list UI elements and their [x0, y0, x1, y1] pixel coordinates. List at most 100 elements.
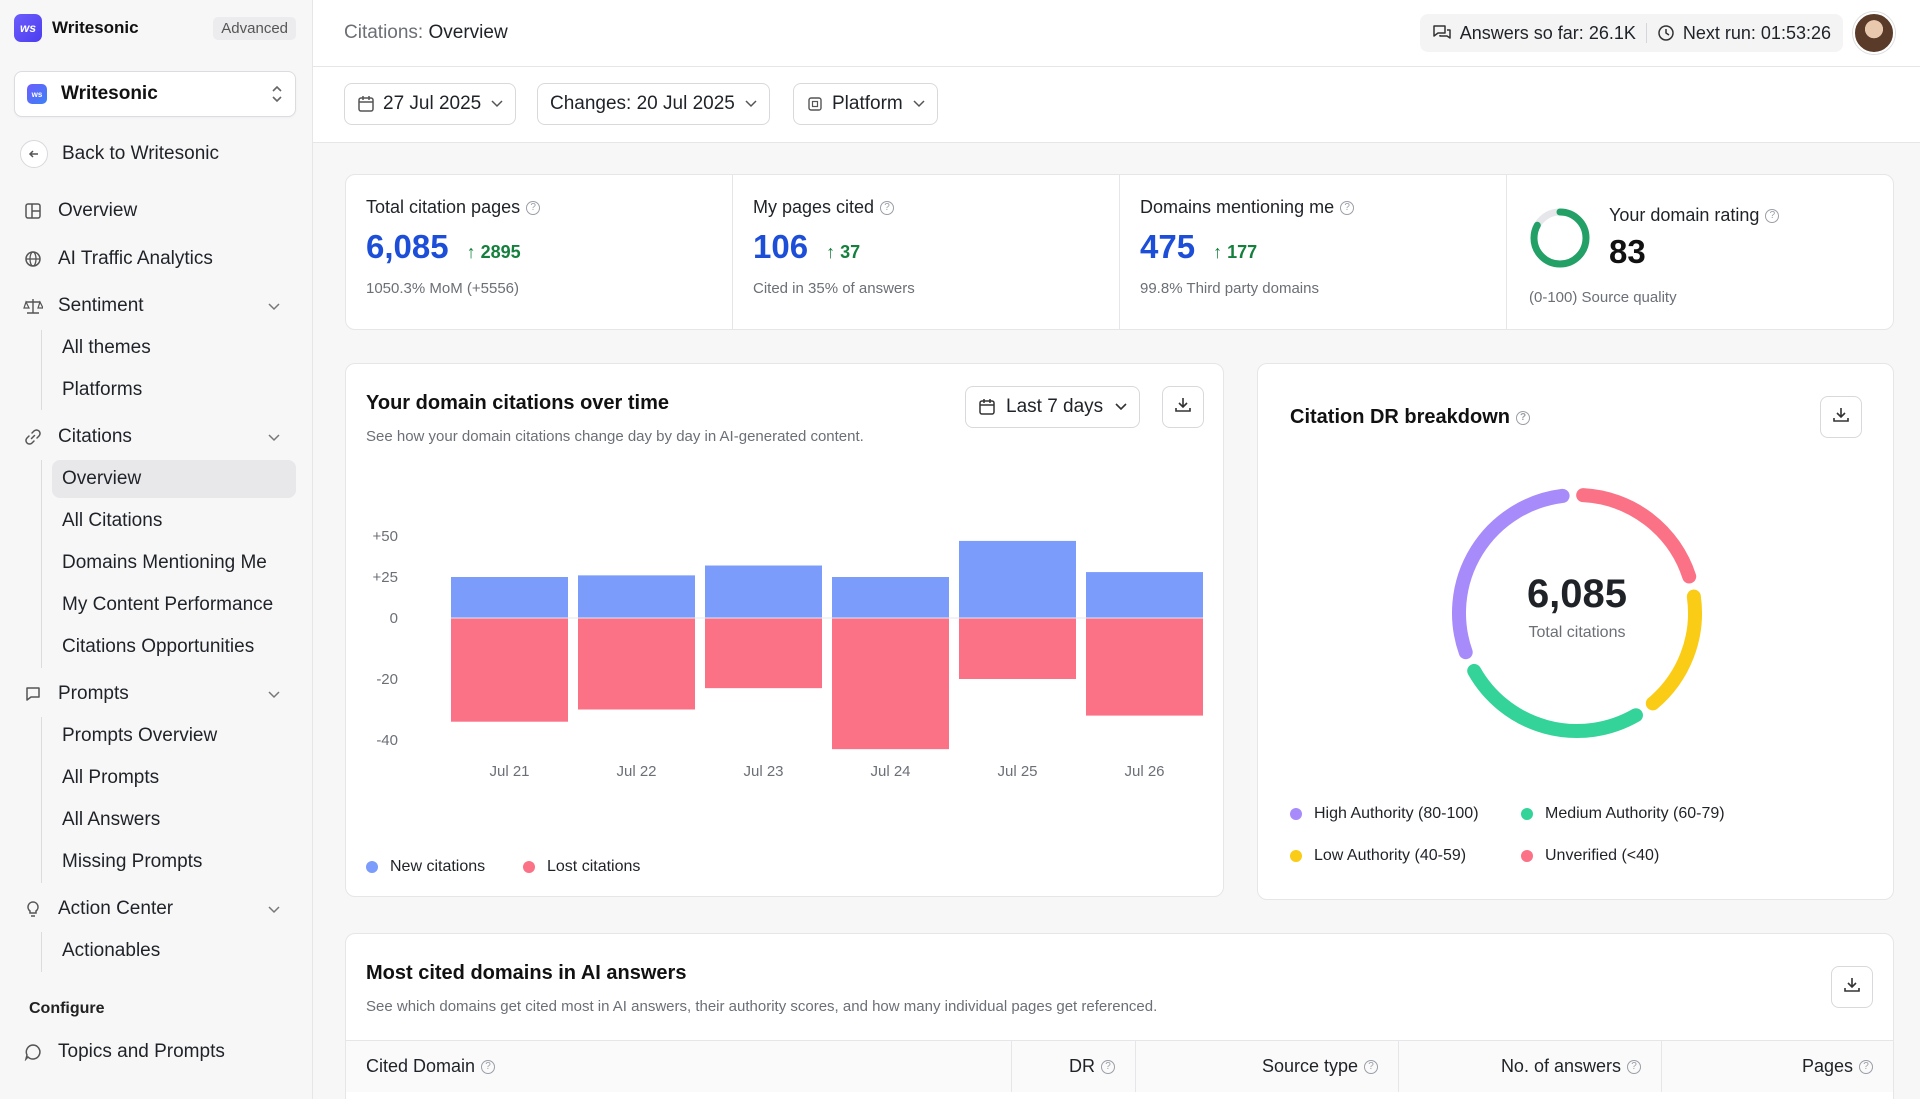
sidebar-item-overview[interactable]: Overview [20, 192, 296, 230]
legend-label: High Authority (80-100) [1314, 805, 1479, 822]
column-header-source-type[interactable]: Source type? [1136, 1041, 1399, 1092]
bar-new-citations[interactable] [578, 575, 695, 618]
help-icon[interactable]: ? [1765, 208, 1780, 223]
citations-bar-chart: +50 +25 0 -20 -40 Jul 21 Jul 22 Jul 23 Jul 24 Jul… [373, 528, 1203, 780]
download-button[interactable] [1162, 386, 1204, 428]
sidebar-item-content-performance[interactable]: My Content Performance [52, 586, 296, 624]
bar-new-citations[interactable] [451, 577, 568, 618]
bar-lost-citations[interactable] [832, 618, 949, 750]
donut-slice[interactable] [1576, 488, 1697, 584]
donut-slice[interactable] [1452, 488, 1570, 660]
user-avatar[interactable] [1853, 12, 1895, 54]
bar-lost-citations[interactable] [959, 618, 1076, 679]
bar-new-citations[interactable] [959, 540, 1076, 618]
sidebar-item-topics-prompts[interactable]: Topics and Prompts [20, 1033, 296, 1071]
range-select[interactable]: Last 7 days [965, 386, 1141, 428]
date-filter[interactable]: 27 Jul 2025 [344, 83, 517, 125]
legend-label: Low Authority (40-59) [1314, 847, 1467, 864]
donut-center-value: 6,085 [1526, 572, 1628, 616]
bar-lost-citations[interactable] [578, 618, 695, 710]
sidebar-item-label: Topics and Prompts [58, 1041, 225, 1062]
help-icon[interactable]: ? [1859, 1059, 1873, 1074]
changes-filter[interactable]: Changes: 20 Jul 2025 [537, 83, 770, 125]
bar-new-citations[interactable] [832, 577, 949, 618]
subnav-line [41, 932, 42, 972]
platform-filter[interactable]: Platform [793, 83, 938, 125]
sidebar-item-platforms[interactable]: Platforms [52, 371, 296, 409]
back-to-writesonic-link[interactable]: Back to Writesonic [20, 135, 296, 173]
globe-icon [20, 246, 46, 272]
topbar: Citations: Overview Answers so far: 26.1… [313, 0, 1920, 67]
chevron-down-icon [745, 100, 757, 108]
sidebar-item-all-prompts[interactable]: All Prompts [52, 759, 296, 797]
x-tick-label: Jul 25 [997, 763, 1037, 780]
sidebar-item-label: All Citations [62, 510, 163, 531]
card-title-text: Citation DR breakdown [1290, 406, 1511, 428]
donut-slice[interactable] [1645, 589, 1702, 711]
card-subtitle: See which domains get cited most in AI a… [366, 998, 1158, 1015]
sidebar-item-missing-prompts[interactable]: Missing Prompts [52, 843, 296, 881]
legend-dot [1290, 808, 1302, 820]
sidebar-item-all-citations[interactable]: All Citations [52, 502, 296, 540]
download-button[interactable] [1831, 966, 1873, 1008]
column-header-pages[interactable]: Pages? [1662, 1041, 1893, 1092]
sidebar-item-label: Overview [62, 468, 142, 489]
workspace-selector[interactable]: ws Writesonic [14, 71, 296, 117]
stat-title: Domains mentioning me? [1140, 197, 1486, 218]
sidebar-item-label: Sentiment [58, 295, 144, 316]
legend-dot [1290, 850, 1302, 862]
legend-medium-authority: Medium Authority (60-79) [1521, 805, 1725, 823]
help-icon[interactable]: ? [1101, 1059, 1115, 1074]
sidebar-item-prompts[interactable]: Prompts [20, 675, 296, 713]
arrow-up-icon: ↑ [466, 242, 476, 262]
sidebar-item-action-center[interactable]: Action Center [20, 890, 296, 928]
chevron-down-icon [1115, 403, 1127, 411]
help-icon[interactable]: ? [1516, 410, 1531, 425]
breadcrumb-parent[interactable]: Citations: [344, 22, 424, 43]
donut-slice[interactable] [1467, 663, 1643, 738]
bar-new-citations[interactable] [705, 565, 822, 618]
configure-section-label: Configure [29, 1000, 105, 1017]
sidebar-item-all-answers[interactable]: All Answers [52, 801, 296, 839]
help-icon[interactable]: ? [1364, 1059, 1378, 1074]
sidebar-item-actionables[interactable]: Actionables [52, 932, 296, 970]
clock-icon [1657, 24, 1675, 42]
sidebar-item-citations[interactable]: Citations [20, 418, 296, 456]
stat-delta: ↑ 37 [826, 242, 860, 263]
legend-lost-citations: Lost citations [523, 858, 640, 876]
stat-total-citation-pages: Total citation pages? 6,085 ↑ 2895 1050.3… [346, 175, 733, 329]
help-icon[interactable]: ? [880, 200, 895, 215]
legend-label: Medium Authority (60-79) [1545, 805, 1725, 822]
sidebar-item-ai-traffic[interactable]: AI Traffic Analytics [20, 240, 296, 278]
calendar-icon [978, 398, 996, 416]
sidebar-item-citations-opportunities[interactable]: Citations Opportunities [52, 628, 296, 666]
column-header-dr[interactable]: DR? [1012, 1041, 1136, 1092]
stat-title: My pages cited? [753, 197, 1099, 218]
help-icon[interactable]: ? [1627, 1059, 1641, 1074]
column-header-domain[interactable]: Cited Domain? [346, 1041, 1012, 1092]
column-header-answers[interactable]: No. of answers? [1399, 1041, 1662, 1092]
help-icon[interactable]: ? [526, 200, 541, 215]
legend-label: Unverified (<40) [1545, 847, 1660, 864]
sidebar-item-label: Prompts Overview [62, 725, 218, 746]
sidebar-item-sentiment[interactable]: Sentiment [20, 287, 296, 325]
legend-unverified: Unverified (<40) [1521, 847, 1659, 865]
workspace-logo-icon: ws [27, 84, 47, 104]
help-icon[interactable]: ? [1340, 200, 1355, 215]
sidebar-item-domains-mentioning[interactable]: Domains Mentioning Me [52, 544, 296, 582]
bar-lost-citations[interactable] [1086, 618, 1203, 716]
sidebar: ws Writesonic Advanced ws Writesonic Bac… [0, 0, 313, 1099]
sidebar-item-all-themes[interactable]: All themes [52, 329, 296, 367]
download-icon [1174, 396, 1192, 419]
chevron-down-icon [268, 295, 280, 317]
bar-lost-citations[interactable] [705, 618, 822, 689]
bar-lost-citations[interactable] [451, 618, 568, 722]
stat-subtext: 1050.3% MoM (+5556) [366, 280, 520, 297]
sidebar-item-prompts-overview[interactable]: Prompts Overview [52, 717, 296, 755]
download-button[interactable] [1820, 396, 1862, 438]
help-icon[interactable]: ? [481, 1059, 496, 1074]
bar-new-citations[interactable] [1086, 572, 1203, 618]
range-label: Last 7 days [1006, 396, 1104, 417]
sidebar-item-citations-overview[interactable]: Overview [52, 460, 296, 498]
arrow-left-icon [20, 140, 48, 168]
